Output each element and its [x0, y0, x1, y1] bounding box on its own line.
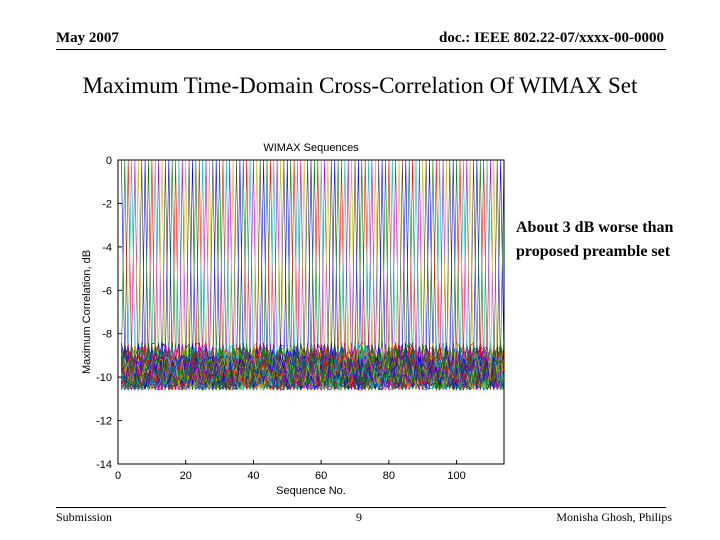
tick-layer: 0 20 40 60 80 100 0 -2 -4 -6 -8 -10 -12 -14 [96, 155, 466, 482]
chart-title: WIMAX Sequences [263, 142, 359, 154]
y-tick-label: -14 [96, 459, 112, 471]
series-line [121, 159, 505, 390]
series-line [121, 159, 505, 391]
series-line [121, 159, 505, 391]
x-axis-label: Sequence No. [276, 485, 346, 497]
x-tick-label: 0 [115, 470, 121, 482]
y-tick-label: -6 [102, 285, 112, 297]
x-tick-label: 60 [315, 470, 327, 482]
y-tick-label: -8 [102, 329, 112, 341]
slide-title: Maximum Time-Domain Cross-Correlation Of… [82, 73, 638, 98]
y-tick-label: -2 [102, 198, 112, 210]
plot-area [118, 160, 504, 464]
y-tick-label: -10 [96, 372, 112, 384]
footer-author: Monisha Ghosh, Philips [556, 510, 672, 524]
series-line [121, 159, 505, 391]
x-tick-label: 20 [180, 470, 192, 482]
series-line [121, 159, 505, 390]
x-tick-label: 100 [447, 470, 465, 482]
header-divider [56, 49, 666, 50]
plot-frame [117, 159, 505, 465]
series-layer [121, 159, 505, 392]
header-date: May 2007 [56, 30, 119, 46]
x-tick-label: 40 [247, 470, 259, 482]
annotation-line-1: About 3 dB worse than [516, 219, 674, 236]
y-tick-label: -4 [102, 242, 112, 254]
x-tick-label: 80 [383, 470, 395, 482]
footer-page-number: 9 [356, 510, 362, 524]
y-tick-label: 0 [106, 155, 112, 167]
footer-submission: Submission [56, 510, 113, 524]
header-doc-id: doc.: IEEE 802.22-07/xxxx-00-0000 [439, 30, 664, 46]
y-axis-label: Maximum Correlation, dB [81, 250, 93, 374]
annotation-line-2: proposed preamble set [516, 243, 671, 260]
footer-divider [56, 507, 666, 508]
annotation-note: About 3 dB worse than proposed preamble … [516, 216, 673, 264]
y-tick-label: -12 [96, 416, 112, 428]
